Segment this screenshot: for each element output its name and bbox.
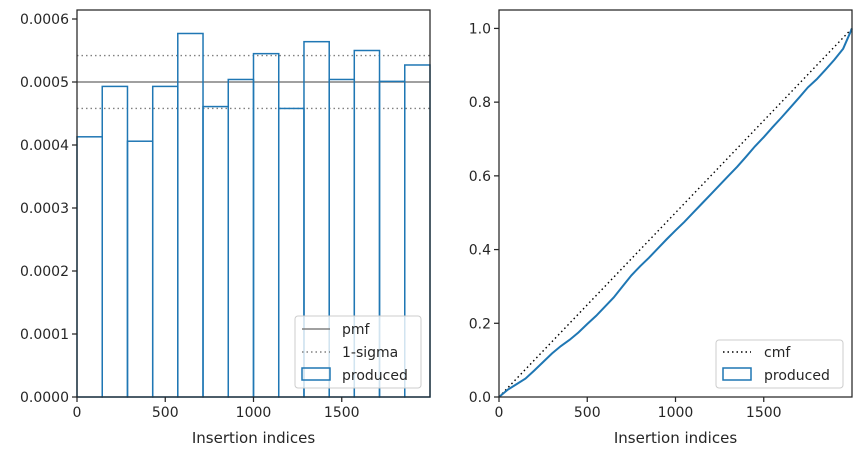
legend-label-produced: produced [342, 368, 408, 384]
y-tick-label: 1.0 [469, 21, 491, 37]
histogram-legend-box [294, 315, 422, 389]
x-tick-label: 0 [73, 405, 82, 421]
y-tick-label: 0.0004 [20, 138, 69, 154]
cmf-ticks: 0 500 1000 1500 0.0 0.2 0.4 0.6 0.8 1.0 [469, 21, 782, 421]
x-tick-label: 500 [152, 405, 179, 421]
y-tick-label: 0.0 [469, 390, 491, 406]
legend-label-pmf: pmf [342, 322, 371, 338]
cmf-x-axis-label: Insertion indices [614, 429, 737, 447]
legend-swatch-produced-cmf [722, 367, 752, 381]
produced-cmf-line [498, 28, 853, 398]
legend-swatch-produced [301, 367, 331, 381]
y-tick-label: 0.0003 [20, 201, 69, 217]
cmf-legend-box [715, 339, 844, 389]
histogram-legend: pmf 1-sigma produced [294, 315, 422, 389]
y-tick-label: 0.0001 [20, 327, 69, 343]
cmf-panel: 0 500 1000 1500 0.0 0.2 0.4 0.6 0.8 1.0 Insertion… [469, 9, 853, 447]
y-tick-label: 0.0006 [20, 12, 69, 28]
y-tick-label: 0.0002 [20, 264, 69, 280]
legend-label-cmf: cmf [764, 345, 791, 361]
x-tick-label: 500 [574, 405, 601, 421]
cmf-legend: cmf produced [715, 339, 844, 389]
y-tick-label: 0.0000 [20, 390, 69, 406]
cmf-marks [498, 27, 853, 398]
x-tick-label: 1000 [658, 405, 694, 421]
histogram-panel: 0 500 1000 1500 0.0000 0.0001 0.0002 0.0003 0.00… [20, 9, 431, 447]
histogram-ticks: 0 500 1000 1500 0.0000 0.0001 0.0002 0.0003 0.00… [20, 12, 360, 421]
y-tick-label: 0.0005 [20, 75, 69, 91]
histogram-frame [76, 9, 431, 398]
cmf-frame [498, 9, 853, 398]
legend-label-produced-cmf: produced [764, 368, 830, 384]
histogram-marks [76, 32, 431, 398]
x-tick-label: 0 [495, 405, 504, 421]
y-tick-label: 0.6 [469, 169, 491, 185]
x-tick-label: 1500 [746, 405, 782, 421]
histogram-x-axis-label: Insertion indices [192, 429, 315, 447]
x-tick-label: 1000 [236, 405, 272, 421]
y-tick-label: 0.2 [469, 316, 491, 332]
x-tick-label: 1500 [324, 405, 360, 421]
legend-label-1-sigma: 1-sigma [342, 345, 398, 361]
y-tick-label: 0.8 [469, 95, 491, 111]
y-tick-label: 0.4 [469, 243, 491, 259]
